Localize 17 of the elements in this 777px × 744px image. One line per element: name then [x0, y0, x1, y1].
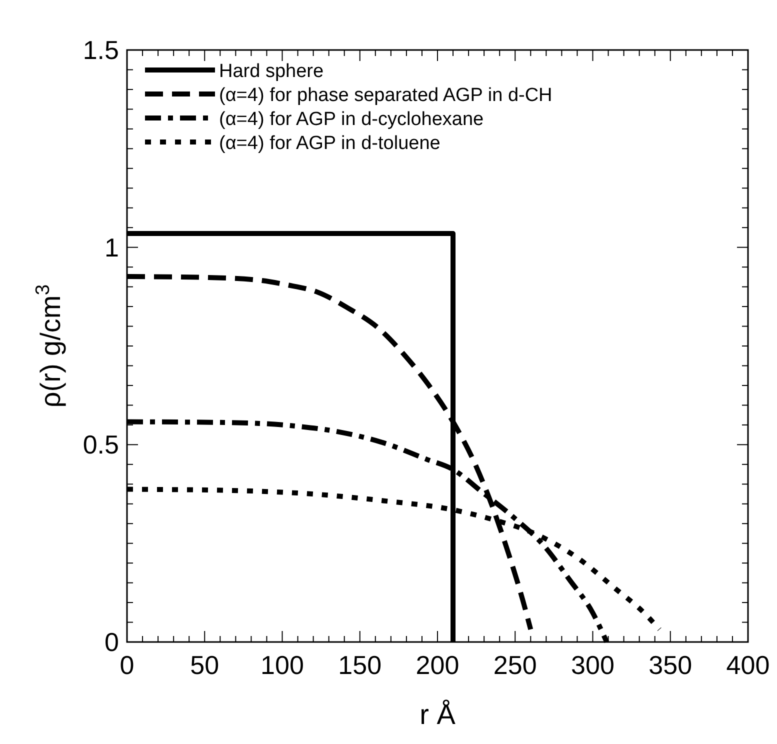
y-tick-label: 0.5: [82, 430, 119, 460]
legend-label: (α=4) for AGP in d-toluene: [219, 133, 440, 154]
legend-label: (α=4) for AGP in d-cyclohexane: [219, 109, 484, 130]
x-tick-label: 150: [338, 650, 382, 680]
x-tick-label: 350: [648, 650, 692, 680]
x-axis-title: r Å: [420, 699, 456, 730]
y-tick-label: 1: [104, 232, 119, 262]
y-tick-label: 0: [104, 627, 119, 657]
x-tick-label: 50: [190, 650, 220, 680]
legend-label: Hard sphere: [219, 61, 324, 82]
legend-label: (α=4) for phase separated AGP in d-CH: [219, 85, 552, 106]
x-tick-label: 300: [571, 650, 614, 680]
x-tick-label: 200: [416, 650, 460, 680]
x-tick-label: 250: [493, 650, 537, 680]
y-tick-label: 1.5: [82, 35, 119, 65]
x-tick-label: 100: [260, 650, 304, 680]
x-tick-label: 400: [726, 650, 770, 680]
